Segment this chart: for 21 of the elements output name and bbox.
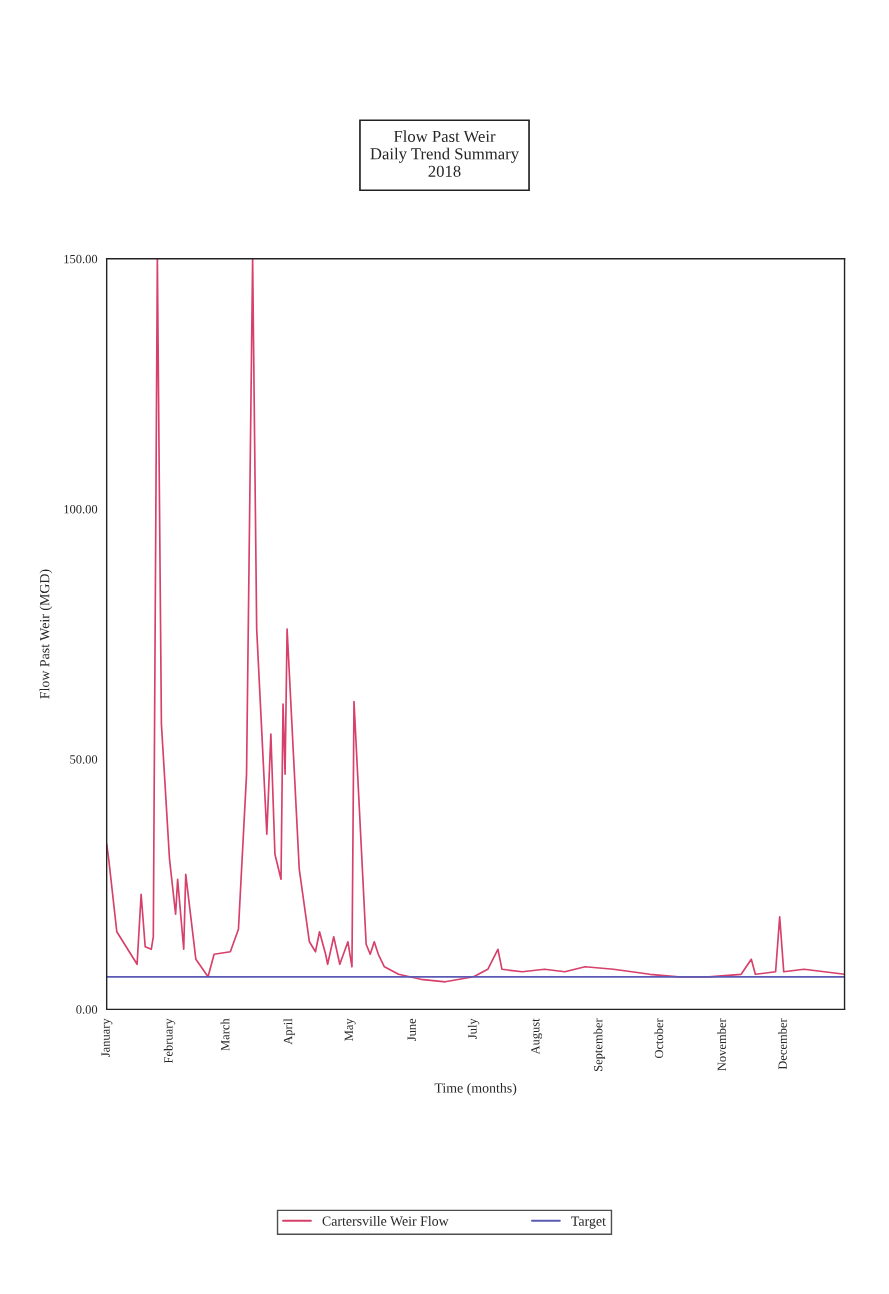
legend-label: Target <box>571 1216 606 1229</box>
x-axis-title: Time (months) <box>434 1082 517 1096</box>
x-tick-label: September <box>593 1018 605 1071</box>
y-tick-label: 0.00 <box>76 1005 98 1014</box>
x-tick-label: February <box>163 1018 176 1064</box>
x-tick-label: August <box>531 1018 543 1055</box>
x-tick-label: January <box>101 1018 113 1057</box>
x-tick-label: October <box>654 1018 664 1059</box>
y-axis-title: Flow Past Weir (MGD) <box>39 569 53 699</box>
x-tick-label: November <box>717 1018 727 1071</box>
x-tick-label: June <box>407 1018 416 1041</box>
y-tick-label: 150.00 <box>64 254 98 264</box>
x-tick-label: July <box>467 1018 480 1039</box>
x-tick-label: December <box>778 1018 787 1070</box>
legend-label: Cartersville Weir Flow <box>322 1216 449 1226</box>
x-tick-label: March <box>220 1018 230 1051</box>
y-tick-label: 100.00 <box>64 505 98 514</box>
y-tick-label: 50.00 <box>70 755 98 764</box>
x-tick-label: April <box>283 1018 295 1045</box>
chart-title: Flow Past Weir Daily Trend Summary 2018 <box>370 130 519 177</box>
x-tick-label: May <box>344 1018 356 1041</box>
